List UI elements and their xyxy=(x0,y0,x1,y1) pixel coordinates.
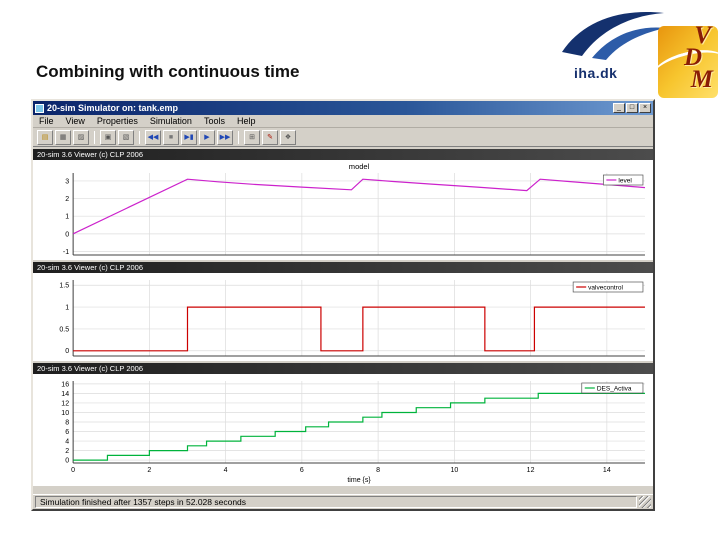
svg-text:2: 2 xyxy=(65,196,69,203)
status-text: Simulation finished after 1357 steps in … xyxy=(35,496,637,508)
menu-file[interactable]: File xyxy=(39,116,54,126)
fast-rewind-button[interactable]: ◀◀ xyxy=(145,129,161,145)
viewer-des-activations: 20-sim 3.6 Viewer (c) CLP 2006 16 14 12 10 8… xyxy=(33,363,653,486)
menu-tools[interactable]: Tools xyxy=(203,116,225,126)
pencil-button[interactable]: ✎ xyxy=(262,129,278,145)
des-activations-chart: 16 14 12 10 8 6 4 2 0 0 2 4 6 8 10 12 14 time {s} DES_Acti… xyxy=(33,374,653,486)
svg-text:10: 10 xyxy=(61,410,69,417)
svg-text:0: 0 xyxy=(71,467,75,474)
svg-text:1: 1 xyxy=(65,214,69,221)
window-titlebar[interactable]: 20-sim Simulator on: tank.emp _ □ × xyxy=(33,101,653,115)
numeric-values-button[interactable]: ⊞ xyxy=(244,129,260,145)
close-button[interactable]: × xyxy=(639,103,651,113)
menu-simulation[interactable]: Simulation xyxy=(149,116,192,126)
level-chart: 3 2 1 0 -1 model level xyxy=(33,160,653,260)
menu-bar: File View Properties Simulation Tools Help xyxy=(33,115,653,128)
iha-logo-text: iha.dk xyxy=(574,65,618,81)
resize-grip[interactable] xyxy=(639,496,651,508)
iha-logo: iha.dk xyxy=(560,6,668,94)
svg-text:0: 0 xyxy=(65,231,69,238)
play-button[interactable]: ▶ xyxy=(199,129,215,145)
svg-text:6: 6 xyxy=(65,429,69,436)
toolbar-separator xyxy=(238,130,239,144)
svg-text:2: 2 xyxy=(65,448,69,455)
menu-help[interactable]: Help xyxy=(236,116,256,126)
menu-view[interactable]: View xyxy=(65,116,85,126)
print-button[interactable]: ▨ xyxy=(73,129,89,145)
save-button[interactable]: ▦ xyxy=(55,129,71,145)
maximize-button[interactable]: □ xyxy=(626,103,638,113)
minimize-button[interactable]: _ xyxy=(613,103,625,113)
svg-text:16: 16 xyxy=(61,381,69,388)
iha-swoosh-icon xyxy=(562,12,666,61)
slide-title: Combining with continuous time xyxy=(36,62,300,81)
valvecontrol-chart: 1.5 1 0.5 0 valvecontrol xyxy=(33,273,653,361)
svg-text:8: 8 xyxy=(376,467,380,474)
svg-text:10: 10 xyxy=(450,467,458,474)
copy-button[interactable]: ▣ xyxy=(100,129,116,145)
svg-text:valvecontrol: valvecontrol xyxy=(588,284,623,291)
viewer-level-header[interactable]: 20-sim 3.6 Viewer (c) CLP 2006 xyxy=(33,149,653,160)
svg-text:2: 2 xyxy=(147,467,151,474)
svg-text:8: 8 xyxy=(65,420,69,427)
help-book-button[interactable]: ❖ xyxy=(280,129,296,145)
menu-properties[interactable]: Properties xyxy=(96,116,138,126)
vdm-letter-v: V xyxy=(694,26,711,49)
viewer-valvecontrol-header[interactable]: 20-sim 3.6 Viewer (c) CLP 2006 xyxy=(33,262,653,273)
svg-text:14: 14 xyxy=(603,467,611,474)
svg-text:0.5: 0.5 xyxy=(59,326,69,333)
viewer-des-activations-header[interactable]: 20-sim 3.6 Viewer (c) CLP 2006 xyxy=(33,363,653,374)
svg-text:6: 6 xyxy=(300,467,304,474)
svg-text:time {s}: time {s} xyxy=(347,477,371,484)
status-bar: Simulation finished after 1357 steps in … xyxy=(33,494,653,509)
svg-text:DES_Activa: DES_Activa xyxy=(597,385,632,392)
window-buttons: _ □ × xyxy=(613,103,651,113)
plot-properties-button[interactable]: ▧ xyxy=(118,129,134,145)
svg-text:0: 0 xyxy=(65,348,69,355)
svg-text:3: 3 xyxy=(65,178,69,185)
svg-text:-1: -1 xyxy=(63,249,69,256)
open-button[interactable]: ▤ xyxy=(37,129,53,145)
viewer-valvecontrol: 20-sim 3.6 Viewer (c) CLP 2006 1.5 1 0.5 0 v… xyxy=(33,262,653,361)
svg-text:1.5: 1.5 xyxy=(59,283,69,290)
svg-text:model: model xyxy=(349,162,370,171)
svg-text:level: level xyxy=(618,177,632,184)
vdm-letter-m: M xyxy=(690,66,713,93)
viewer-level: 20-sim 3.6 Viewer (c) CLP 2006 3 2 1 0 -1 mod… xyxy=(33,149,653,260)
vdm-logo: V D M xyxy=(658,26,718,98)
svg-text:1: 1 xyxy=(65,305,69,312)
svg-text:12: 12 xyxy=(61,400,69,407)
fast-forward-button[interactable]: ▶▶ xyxy=(217,129,233,145)
stop-button[interactable]: ■ xyxy=(163,129,179,145)
window-title: 20-sim Simulator on: tank.emp xyxy=(47,103,179,113)
svg-text:4: 4 xyxy=(65,439,69,446)
svg-text:4: 4 xyxy=(224,467,228,474)
toolbar-separator xyxy=(94,130,95,144)
svg-text:14: 14 xyxy=(61,391,69,398)
svg-text:0: 0 xyxy=(65,458,69,465)
app-icon xyxy=(35,103,44,113)
simulator-window: 20-sim Simulator on: tank.emp _ □ × File… xyxy=(31,99,655,511)
svg-text:12: 12 xyxy=(527,467,535,474)
toolbar-separator xyxy=(139,130,140,144)
toolbar: ▤ ▦ ▨ ▣ ▧ ◀◀ ■ ▶▮ ▶ ▶▶ ⊞ ✎ ❖ xyxy=(33,128,653,147)
step-button[interactable]: ▶▮ xyxy=(181,129,197,145)
vdm-letter-d: D xyxy=(683,44,702,71)
